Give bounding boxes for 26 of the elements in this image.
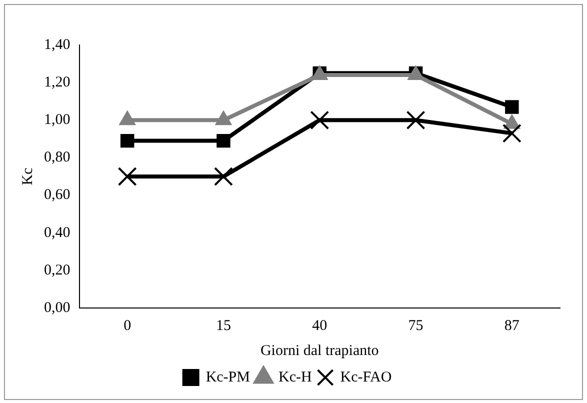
y-tick-label: 0,20 [44, 262, 70, 278]
y-tick-label: 0,80 [44, 150, 70, 166]
y-axis-title: Kc [20, 167, 36, 186]
point [120, 134, 134, 148]
point [406, 110, 426, 130]
x-axis-title: Giorni dal trapianto [260, 342, 379, 359]
point [502, 124, 522, 143]
y-tick-label: 0,40 [44, 224, 70, 241]
y-tick-label: 1,20 [44, 74, 70, 91]
x-tick-label: 40 [312, 318, 328, 334]
point [118, 167, 137, 186]
point [216, 134, 230, 148]
legend-label: Kc-FAO [340, 369, 392, 386]
y-tick-label: 0,00 [44, 300, 70, 316]
x-tick-label: 15 [216, 318, 231, 334]
legend-label: Kc-PM [206, 369, 250, 386]
point [214, 167, 233, 186]
y-tick-label: 1,00 [44, 112, 70, 128]
x-tick-label: 0 [124, 318, 132, 334]
x-tick-label: 87 [504, 318, 520, 334]
y-tick-label: 1,40 [44, 36, 70, 53]
legend-label: Kc-H [278, 369, 312, 386]
point [505, 100, 519, 114]
x-tick-label: 75 [408, 318, 424, 334]
y-tick-label: 0,60 [44, 187, 70, 204]
point [310, 110, 330, 130]
